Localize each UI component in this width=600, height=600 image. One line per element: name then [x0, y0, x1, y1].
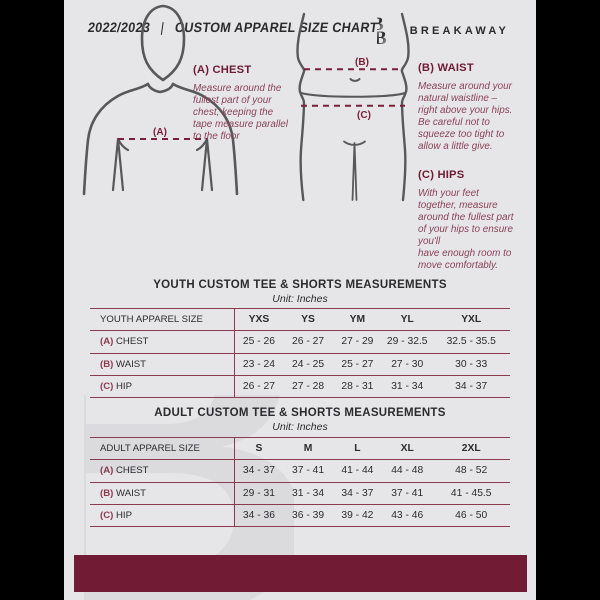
svg-text:(C): (C) — [357, 110, 371, 121]
svg-text:(B): (B) — [355, 57, 369, 68]
svg-text:(A): (A) — [153, 127, 167, 138]
